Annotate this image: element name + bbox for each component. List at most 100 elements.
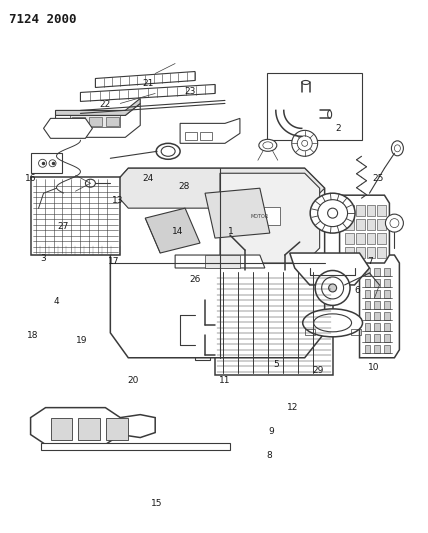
Text: 7124 2000: 7124 2000 [9, 13, 76, 26]
Bar [366, 205, 375, 216]
Polygon shape [110, 168, 325, 358]
Bar [345, 219, 354, 230]
Polygon shape [30, 408, 155, 445]
Text: 21: 21 [142, 78, 154, 87]
Bar [351, 329, 360, 335]
Polygon shape [384, 345, 390, 353]
Bar [377, 247, 386, 258]
Polygon shape [365, 312, 371, 320]
Bar [215, 270, 333, 375]
Text: 20: 20 [127, 376, 139, 385]
Ellipse shape [303, 309, 363, 337]
Polygon shape [365, 334, 371, 342]
Polygon shape [374, 279, 380, 287]
Bar [41, 442, 230, 449]
Bar [51, 417, 72, 440]
Ellipse shape [329, 284, 336, 292]
Polygon shape [145, 208, 200, 253]
Text: 29: 29 [313, 366, 324, 375]
Text: 26: 26 [189, 275, 200, 284]
Text: 22: 22 [100, 100, 111, 109]
Bar [30, 177, 120, 255]
Polygon shape [384, 268, 390, 276]
Bar [106, 417, 128, 440]
Text: 11: 11 [219, 376, 230, 385]
Polygon shape [384, 334, 390, 342]
Bar [377, 233, 386, 244]
Ellipse shape [392, 141, 403, 156]
Bar [356, 233, 365, 244]
Bar [240, 207, 280, 225]
Polygon shape [374, 323, 380, 331]
Polygon shape [220, 173, 320, 263]
Text: 4: 4 [54, 296, 59, 305]
Polygon shape [56, 103, 140, 138]
Bar [185, 132, 197, 140]
Ellipse shape [292, 131, 318, 156]
Text: 16: 16 [25, 174, 36, 183]
Polygon shape [56, 99, 140, 116]
Polygon shape [80, 84, 215, 101]
Polygon shape [360, 255, 399, 358]
Text: 19: 19 [76, 336, 87, 345]
Polygon shape [384, 323, 390, 331]
Text: 12: 12 [287, 403, 299, 412]
Polygon shape [384, 301, 390, 309]
Text: 28: 28 [178, 182, 190, 191]
Polygon shape [175, 255, 265, 268]
Polygon shape [180, 118, 240, 143]
Ellipse shape [315, 270, 350, 305]
Text: 17: 17 [108, 257, 119, 265]
Text: 10: 10 [368, 363, 380, 372]
Text: 8: 8 [267, 451, 272, 460]
Text: 25: 25 [372, 174, 384, 183]
Polygon shape [95, 71, 195, 87]
Bar [356, 205, 365, 216]
Text: 15: 15 [151, 498, 162, 507]
Ellipse shape [259, 139, 277, 151]
Text: 24: 24 [142, 174, 154, 183]
Bar [345, 233, 354, 244]
Polygon shape [374, 345, 380, 353]
Bar [345, 247, 354, 258]
Bar [200, 132, 212, 140]
Text: 9: 9 [269, 427, 274, 436]
Bar [106, 117, 119, 126]
Bar [89, 117, 102, 126]
Bar [377, 219, 386, 230]
Text: 5: 5 [273, 360, 279, 369]
Bar [195, 295, 210, 360]
Polygon shape [374, 334, 380, 342]
Text: 3: 3 [41, 254, 46, 263]
Polygon shape [384, 312, 390, 320]
Text: MOTOR: MOTOR [251, 214, 269, 219]
Bar [356, 219, 365, 230]
Bar [366, 219, 375, 230]
Polygon shape [365, 279, 371, 287]
Bar [305, 329, 315, 335]
Text: 13: 13 [112, 196, 124, 205]
Ellipse shape [310, 193, 355, 233]
Polygon shape [374, 301, 380, 309]
Polygon shape [384, 290, 390, 298]
Text: 23: 23 [185, 86, 196, 95]
Text: 6: 6 [354, 286, 360, 295]
Text: 1: 1 [228, 228, 234, 237]
Bar [267, 72, 362, 140]
Polygon shape [365, 323, 371, 331]
Text: 14: 14 [172, 228, 184, 237]
Ellipse shape [386, 214, 403, 232]
Bar [366, 247, 375, 258]
Text: 27: 27 [57, 222, 68, 231]
Polygon shape [365, 345, 371, 353]
Bar [78, 417, 101, 440]
Polygon shape [71, 116, 120, 127]
Bar [345, 205, 354, 216]
Polygon shape [205, 188, 270, 238]
Ellipse shape [156, 143, 180, 159]
Polygon shape [365, 290, 371, 298]
Text: 2: 2 [335, 124, 341, 133]
Polygon shape [384, 279, 390, 287]
Bar [356, 247, 365, 258]
Polygon shape [339, 195, 389, 263]
